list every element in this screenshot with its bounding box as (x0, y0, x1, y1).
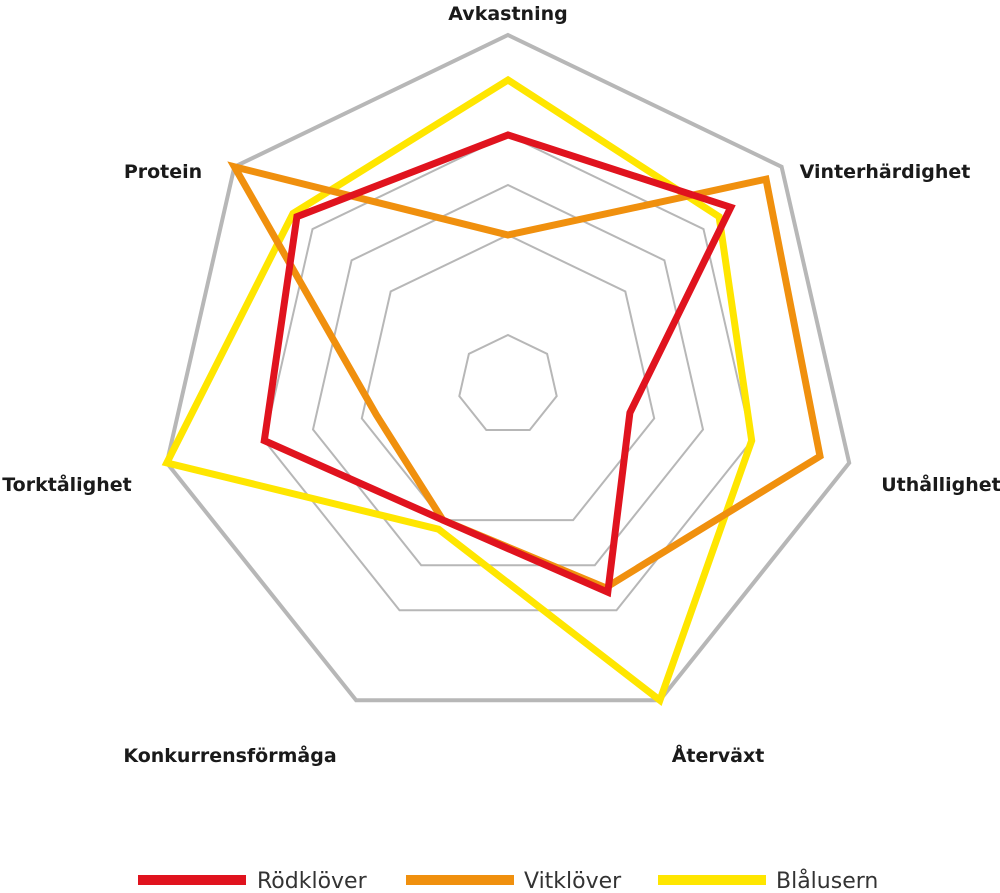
legend: Rödklöver Vitklöver Blålusern (138, 868, 878, 893)
axis-label-torktalighet: Torktålighet (2, 472, 132, 496)
grid-ring-2 (360, 233, 656, 522)
axis-labels: Avkastning Vinterhärdighet Uthållighet Å… (2, 3, 1000, 767)
series-line-2 (161, 75, 756, 707)
radar-grid (164, 32, 852, 703)
series-line-1 (227, 161, 824, 592)
axis-label-vinterhardighet: Vinterhärdighet (800, 161, 971, 183)
grid-ring-3 (311, 183, 705, 567)
series-line-0 (260, 131, 736, 598)
axis-label-protein: Protein (124, 161, 202, 183)
legend-label-blalusern: Blålusern (776, 868, 878, 893)
axis-label-uthallighet: Uthållighet (881, 472, 1000, 496)
axis-label-avkastning: Avkastning (448, 3, 567, 25)
grid-ring-4 (263, 133, 753, 612)
grid-ring-1 (458, 333, 558, 431)
grid-ring-5 (164, 32, 852, 703)
axis-label-konkurrensformaga: Konkurrensförmåga (123, 743, 336, 767)
legend-label-vitklover: Vitklöver (524, 869, 622, 893)
legend-label-rodklover: Rödklöver (257, 869, 368, 893)
axis-label-atervaxt: Återväxt (672, 743, 765, 767)
series-layer (161, 75, 824, 707)
